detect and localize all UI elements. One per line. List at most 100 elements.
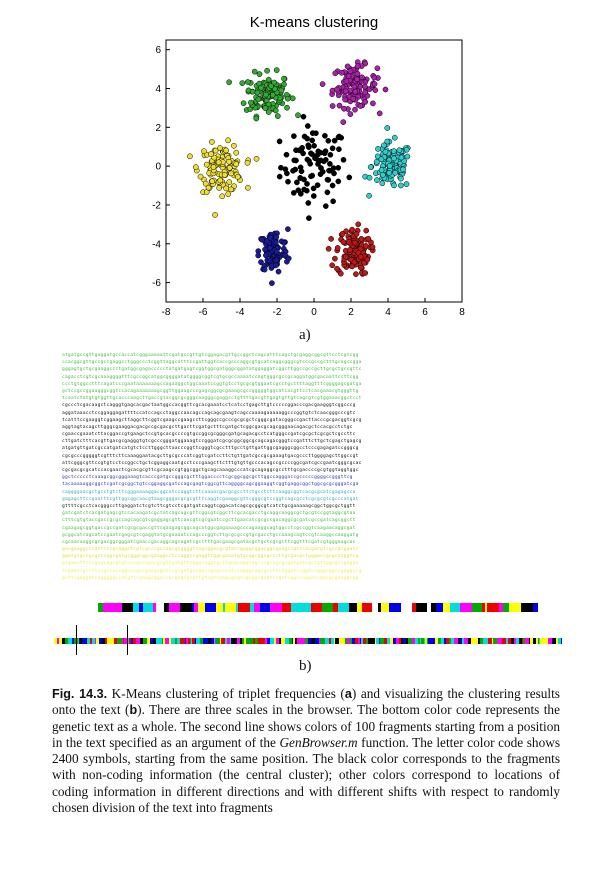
- color-segment: [342, 638, 345, 644]
- scatter-point: [202, 180, 209, 187]
- color-segment: [281, 638, 285, 644]
- color-segment: [237, 603, 250, 612]
- color-segment: [139, 638, 141, 644]
- color-segment: [249, 603, 255, 612]
- color-segment: [273, 638, 276, 644]
- sequence-line: cgaaccgaaatcttacggaccgtgaagctccgtgcacgcc…: [62, 432, 356, 438]
- color-segment: [170, 638, 175, 644]
- color-segment: [194, 638, 197, 644]
- color-segment: [155, 638, 160, 644]
- color-segment: [311, 603, 323, 612]
- scatter-point: [329, 262, 336, 269]
- scatter-point: [363, 227, 370, 234]
- color-segment: [411, 603, 416, 612]
- scatter-point: [363, 243, 369, 249]
- color-segment: [168, 638, 170, 644]
- color-segment: [557, 638, 561, 644]
- sequence-line: gggagtgctgcgaaggccctgatggcgagaccccctatga…: [62, 367, 362, 373]
- scatter-point: [391, 134, 398, 141]
- color-segment: [269, 603, 282, 612]
- scatter-point: [338, 69, 345, 76]
- color-segment: [60, 638, 63, 644]
- scatter-point: [386, 169, 393, 176]
- scatter-point: [319, 81, 326, 87]
- scatter-point: [262, 105, 269, 111]
- y-tick-label: 2: [155, 123, 161, 134]
- scatter-point: [203, 161, 210, 168]
- color-segment: [82, 638, 86, 644]
- scatter-point: [281, 252, 288, 259]
- color-segment: [311, 638, 315, 644]
- scatter-point: [346, 239, 352, 245]
- color-segment: [95, 638, 100, 644]
- y-tick-label: -2: [152, 200, 161, 211]
- color-segment: [226, 638, 231, 644]
- scatter-point: [391, 182, 397, 189]
- scatter-point: [210, 164, 217, 170]
- color-segment: [482, 603, 485, 612]
- scatter-point: [212, 147, 219, 154]
- scatter-point: [228, 186, 234, 193]
- color-segment: [113, 603, 122, 612]
- color-segment: [501, 638, 505, 644]
- color-segment: [54, 638, 58, 644]
- color-segment: [488, 638, 493, 644]
- color-segment: [260, 603, 270, 612]
- color-segment: [199, 638, 203, 644]
- scatter-point: [292, 166, 299, 173]
- color-segment: [191, 638, 195, 644]
- color-segment: [207, 638, 212, 644]
- scatter-point: [358, 235, 365, 242]
- color-segment: [399, 638, 401, 644]
- scatter-point: [309, 151, 315, 158]
- color-segment: [264, 638, 268, 644]
- color-segment: [180, 603, 193, 612]
- scatter-point: [330, 198, 336, 205]
- color-segment: [156, 603, 165, 612]
- y-tick-label: 0: [155, 162, 161, 173]
- sequence-line: gtgaacttctcgaacagcgtgtcccgccagacgcgttgat…: [62, 561, 359, 567]
- scatter-point: [304, 156, 311, 163]
- color-segment: [102, 638, 105, 644]
- scatter-point: [354, 63, 361, 69]
- color-segment: [234, 638, 236, 644]
- scatter-point: [240, 100, 247, 107]
- scatter-point: [352, 106, 358, 113]
- scatter-point: [403, 181, 410, 187]
- scatter-point: [357, 254, 364, 260]
- color-segment: [372, 603, 378, 612]
- scatter-point: [197, 173, 204, 180]
- color-segment: [400, 638, 402, 644]
- scatter-point: [309, 130, 316, 136]
- scatter-point: [343, 78, 350, 84]
- scatter-point: [342, 253, 349, 260]
- scatter-point: [334, 265, 340, 272]
- scatter-point: [255, 252, 262, 259]
- scatter-point: [384, 138, 391, 145]
- color-segment: [270, 638, 272, 644]
- scatter-point: [281, 75, 287, 82]
- color-segment: [433, 638, 435, 644]
- color-segment: [279, 638, 282, 644]
- scatter-point: [329, 145, 336, 152]
- scatter-point: [233, 161, 240, 167]
- scatter-point: [282, 166, 289, 173]
- color-segment: [455, 638, 459, 644]
- color-segment: [375, 638, 380, 644]
- color-segment: [483, 638, 485, 644]
- color-segment: [361, 603, 373, 612]
- scatter-point: [367, 164, 374, 170]
- color-segment: [511, 638, 514, 644]
- color-segment: [345, 638, 347, 644]
- color-segment: [152, 603, 157, 612]
- y-tick-label: 6: [155, 45, 161, 56]
- color-segment: [220, 638, 225, 644]
- scatter-point: [340, 156, 347, 163]
- color-segment: [484, 603, 487, 612]
- scatter-point: [285, 226, 291, 232]
- scatter-point: [322, 148, 329, 155]
- scatter-point: [322, 132, 328, 139]
- scatter-point: [354, 76, 360, 83]
- scatter-point: [327, 161, 333, 167]
- color-segment: [297, 638, 301, 644]
